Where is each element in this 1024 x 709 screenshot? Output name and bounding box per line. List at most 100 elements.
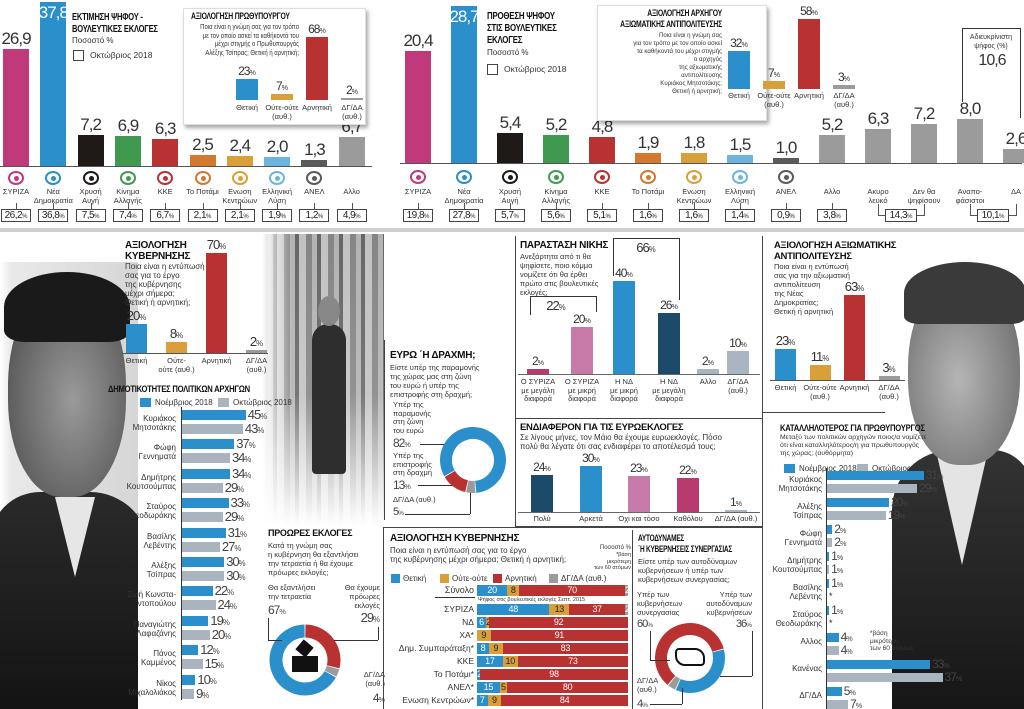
leader-line: [740, 203, 741, 209]
percent-sign: %: [59, 214, 65, 220]
category-label: ΔΓ/ΔΑ (αυθ.): [727, 377, 749, 395]
value-label: 2,4: [229, 135, 251, 155]
bar: [271, 93, 293, 100]
leader-line: [650, 660, 670, 661]
category-label: Το Ποτάμι: [186, 187, 219, 196]
category-label: Ενωση Κεντρώων: [676, 187, 712, 205]
bar: [181, 453, 230, 464]
bar: [341, 98, 363, 100]
value-label: 6,3: [867, 108, 890, 128]
percent-sign: %: [234, 543, 242, 553]
logo-mark: [462, 175, 467, 180]
value-label: 1%: [729, 495, 743, 509]
percent-sign: %: [836, 553, 844, 562]
percent-sign: %: [641, 465, 648, 475]
october-value-box: 1,9%: [262, 209, 293, 222]
percent-sign: %: [839, 539, 847, 548]
donut-chart: [269, 624, 341, 696]
percent-sign: %: [131, 214, 137, 220]
bar: [826, 498, 889, 507]
donut-slice: [675, 649, 725, 693]
logo-mark: [600, 175, 605, 180]
bar: [531, 474, 553, 512]
leader-line: [970, 204, 971, 216]
value-label: 5,2: [545, 114, 568, 134]
percent-sign: %: [642, 702, 648, 709]
percent-sign: %: [230, 602, 237, 612]
footnote: *βάση μικρότερη των 60 ατόμων: [594, 552, 631, 571]
category-label: Αναπο- φάσιστοι: [955, 187, 985, 205]
percent-sign: %: [249, 67, 256, 77]
value-label: 4%: [637, 698, 648, 709]
leader-line: [239, 203, 241, 209]
handshake-icon: [675, 648, 705, 666]
value-label: 2%: [531, 354, 545, 369]
percent-sign: %: [955, 674, 963, 683]
percent-sign: %: [256, 339, 264, 349]
percent-sign: %: [999, 214, 1005, 220]
percent-sign: %: [836, 566, 844, 575]
value-label: 3%: [837, 70, 851, 85]
bar: [181, 439, 235, 450]
value-label: 2%: [249, 334, 264, 350]
percent-sign: %: [227, 588, 235, 598]
leader-line: [530, 296, 596, 297]
bar: [826, 606, 830, 615]
category-label: Αλλο: [699, 377, 717, 386]
leader-line: [515, 236, 516, 527]
value-label: 4%: [840, 643, 853, 657]
chart-question: Κατά τη γνώμη σας η κυβέρνηση θα εξαντλή…: [268, 541, 359, 577]
percent-sign: %: [248, 441, 256, 451]
bar: [206, 252, 227, 353]
category-label: Οχι και τόσο: [618, 514, 660, 523]
chart-subtitle: Ποσοστό %: [72, 36, 114, 45]
value-label: 82%: [393, 436, 411, 450]
percent-sign: %: [789, 214, 795, 220]
bar: [833, 85, 855, 89]
chart-title: ΑΞΙΟΛΟΓΗΣΗ ΑΞΙΩΜΑΤΙΚΗΣ ΑΝΤΙΠΟΛΙΤΕΥΣΗΣ: [774, 240, 897, 262]
value-label: 26,9: [1, 29, 31, 49]
chart-title: ΑΞΙΟΛΟΓΗΣΗ ΠΡΩΘΥΠΟΥΡΓΟΥ: [191, 11, 290, 22]
bar: [181, 410, 246, 420]
value-label: 29%: [360, 610, 380, 625]
row-label: Σταύρος Θεοδωράκης: [775, 609, 822, 628]
leader-line: [418, 485, 455, 486]
value-label: 1%: [831, 562, 844, 576]
october-value-box: 36,8%: [38, 209, 69, 222]
value-label: 36%: [735, 618, 752, 630]
value-label: 6,3: [154, 118, 177, 138]
leader-line: [694, 203, 695, 209]
value-label: 19%: [887, 508, 906, 522]
percent-sign: %: [855, 701, 863, 709]
value-label: 2%: [834, 535, 847, 549]
october-value-box: 5,7%: [495, 209, 525, 222]
bar: [635, 152, 661, 163]
category-label: Αλλο: [343, 187, 360, 196]
percent-sign: %: [281, 82, 289, 92]
donut-chart: [440, 427, 506, 493]
leader-line: [720, 676, 752, 677]
leader-line: [650, 631, 651, 660]
category-label: Ούτε-ούτε (αυθ.): [803, 383, 837, 401]
row-label: Πάνος Καμμένος: [141, 649, 176, 668]
leader-line: [400, 163, 1022, 164]
row-label: Κυριάκος Μητσοτάκης: [778, 474, 822, 493]
bar: [181, 629, 210, 640]
bar: [697, 369, 719, 374]
percent-sign: %: [740, 339, 747, 349]
leader-line: [510, 203, 511, 209]
value-label: 30%: [582, 450, 600, 465]
stacked-segment: 13: [549, 604, 570, 615]
percent-sign: %: [240, 529, 248, 539]
tsipras-photo: [0, 262, 138, 709]
chart-question: Ανεξάρτητα από τι θα ψηφίσετε, ποιο κόμμ…: [520, 252, 599, 297]
chart-title: ΕΝΔΙΑΦΕΡΟΝ ΓΙΑ ΤΙΣ ΕΥΡΩΕΚΛΟΓΕΣ: [520, 422, 684, 433]
chart-title: ΠΡΟΩΡΕΣ ΕΚΛΟΓΕΣ: [268, 528, 353, 538]
donut-slice: [466, 480, 476, 493]
bar: [677, 477, 699, 512]
syriza-logo-icon: [8, 171, 24, 185]
chart-subtitle: Ποσοστό %: [487, 48, 529, 57]
october-value-box: 19,8%: [403, 209, 433, 222]
category-label: Ελληνική Λύση: [262, 187, 293, 205]
